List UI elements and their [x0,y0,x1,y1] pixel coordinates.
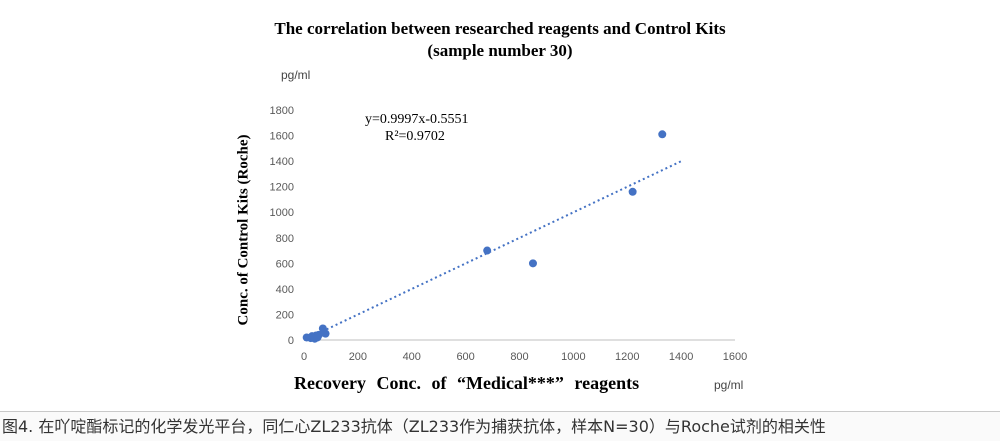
x-tick-label: 1200 [615,351,639,363]
y-tick-label: 1200 [270,182,294,194]
x-tick-label: 1000 [561,351,585,363]
x-axis-label: Recovery Conc. of “Medical***” reagents [294,373,640,393]
x-tick-label: 800 [510,351,528,363]
chart-title: The correlation between researched reage… [0,18,1000,62]
trendline-equation: y=0.9997x-0.5551 [365,112,469,127]
y-tick-label: 1800 [270,105,294,117]
x-unit-label: pg/ml [714,378,744,392]
data-points [302,130,667,343]
x-tick-label: 200 [349,351,367,363]
chart-title-line-1: The correlation between researched reage… [274,19,726,38]
data-point [658,130,667,139]
y-tick-label: 1400 [270,156,294,168]
trendline-line [303,160,682,341]
x-tick-label: 600 [456,351,474,363]
trendline [303,160,682,341]
tick-labels: 0 200 400 600 800 1000 1200 1400 1600 0 200 400 600 8… [270,105,748,363]
y-tick-label: 400 [276,284,294,296]
y-tick-label: 600 [276,258,294,270]
figure-caption: 图4. 在吖啶酯标记的化学发光平台，同仁心ZL233抗体（ZL233作为捕获抗体… [0,411,1000,441]
y-tick-label: 1000 [270,207,294,219]
chart-title-line-2: (sample number 30) [427,41,573,60]
x-tick-label: 1600 [723,351,747,363]
r-squared-label: R²=0.9702 [385,129,445,144]
y-tick-label: 800 [276,233,294,245]
x-tick-label: 1400 [669,351,693,363]
data-point [528,259,537,268]
y-unit-label: pg/ml [281,68,311,82]
data-point [483,246,492,255]
y-tick-label: 0 [288,335,294,347]
x-tick-label: 400 [403,351,421,363]
x-tick-label: 0 [301,351,307,363]
y-tick-label: 1600 [270,131,294,143]
data-point [321,329,330,338]
y-tick-label: 200 [276,309,294,321]
y-axis-label: Conc. of Control Kits (Roche) [235,134,252,326]
data-point [628,187,637,196]
